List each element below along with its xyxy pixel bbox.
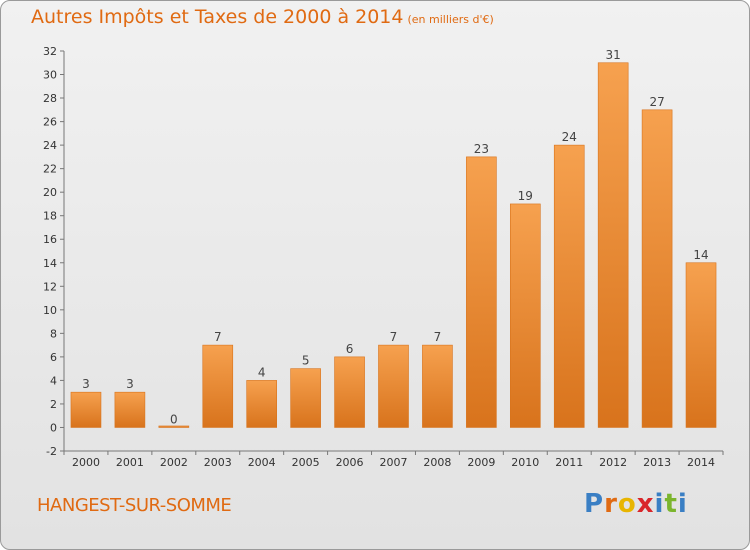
data-label: 7	[434, 330, 442, 344]
logo-letter: i	[677, 489, 688, 519]
logo-letter: P	[584, 489, 605, 519]
bar	[597, 62, 629, 428]
data-label: 3	[126, 377, 134, 391]
x-tick-label: 2007	[380, 456, 408, 469]
bar	[334, 356, 365, 428]
y-tick-label: 10	[43, 304, 57, 317]
x-tick-label: 2011	[555, 456, 583, 469]
proxiti-logo: Proxiti	[584, 489, 688, 519]
bar	[114, 391, 146, 428]
bar	[246, 380, 277, 428]
x-tick-label: 2013	[643, 456, 671, 469]
x-tick-label: 2014	[687, 456, 715, 469]
chart-subtitle: (en milliers d'€)	[407, 13, 494, 26]
y-tick-label: 26	[43, 116, 57, 129]
place-name: HANGEST-SUR-SOMME	[37, 495, 232, 516]
data-label: 6	[346, 342, 354, 356]
data-label: 7	[214, 330, 222, 344]
y-tick-label: 12	[43, 280, 57, 293]
x-tick-label: 2000	[72, 456, 100, 469]
data-label: 5	[302, 354, 310, 368]
data-label: 7	[390, 330, 398, 344]
bar	[466, 156, 497, 428]
logo-letter: i	[654, 489, 665, 519]
y-tick-label: 0	[50, 421, 57, 434]
x-tick-label: 2001	[116, 456, 144, 469]
y-tick-label: 32	[43, 45, 57, 58]
data-label: 14	[693, 248, 708, 262]
chart-title: Autres Impôts et Taxes de 2000 à 2014 (en…	[31, 6, 494, 28]
x-tick-label: 2004	[248, 456, 276, 469]
x-tick-label: 2002	[160, 456, 188, 469]
bar	[641, 109, 673, 428]
chart-title-text: Autres Impôts et Taxes de 2000 à 2014	[31, 6, 404, 28]
y-tick-label: 6	[50, 351, 57, 364]
bar	[290, 368, 321, 428]
y-tick-label: -2	[46, 445, 57, 458]
x-tick-label: 2012	[599, 456, 627, 469]
y-tick-label: 22	[43, 163, 57, 176]
y-tick-label: 28	[43, 92, 57, 105]
data-label: 4	[258, 365, 266, 379]
y-tick-label: 4	[50, 374, 57, 387]
bar	[202, 344, 234, 428]
x-tick-label: 2006	[336, 456, 364, 469]
y-tick-label: 8	[50, 327, 57, 340]
x-tick-label: 2008	[423, 456, 451, 469]
x-tick-label: 2009	[467, 456, 495, 469]
logo-letter: o	[617, 489, 637, 519]
data-label: 19	[518, 189, 533, 203]
y-tick-label: 16	[43, 233, 57, 246]
data-label: 0	[170, 412, 178, 426]
data-label: 31	[606, 48, 621, 62]
x-tick-label: 2005	[292, 456, 320, 469]
logo-letter: r	[604, 489, 618, 519]
bar	[378, 344, 409, 428]
y-tick-label: 18	[43, 210, 57, 223]
data-label: 24	[562, 130, 577, 144]
data-label: 3	[82, 377, 90, 391]
bar	[158, 425, 190, 428]
bar	[685, 262, 717, 428]
bar	[553, 144, 585, 428]
logo-letter: x	[636, 489, 655, 519]
bar	[509, 203, 541, 428]
bar	[422, 344, 453, 428]
data-label: 23	[474, 142, 489, 156]
y-tick-label: 24	[43, 139, 57, 152]
data-label: 27	[649, 95, 664, 109]
logo-letter: t	[664, 489, 678, 519]
x-tick-label: 2003	[204, 456, 232, 469]
x-tick-label: 2010	[511, 456, 539, 469]
y-tick-label: 2	[50, 398, 57, 411]
y-tick-label: 30	[43, 69, 57, 82]
y-tick-label: 20	[43, 186, 57, 199]
bar	[70, 391, 102, 428]
y-tick-label: 14	[43, 257, 57, 270]
